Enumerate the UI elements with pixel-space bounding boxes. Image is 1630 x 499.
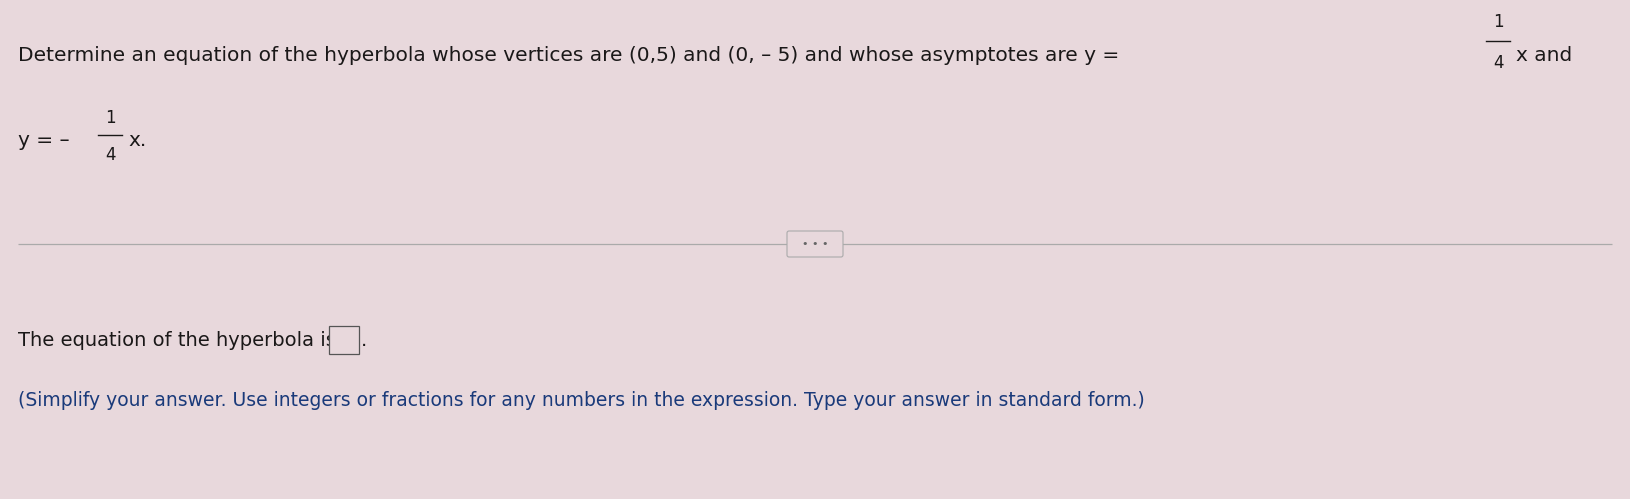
Text: y = –: y = – <box>18 131 70 150</box>
Text: x and: x and <box>1516 45 1573 64</box>
Text: x.: x. <box>129 131 147 150</box>
Text: Determine an equation of the hyperbola whose vertices are (0,5) and (0, – 5) and: Determine an equation of the hyperbola w… <box>18 45 1120 64</box>
Text: The equation of the hyperbola is: The equation of the hyperbola is <box>18 330 336 349</box>
Text: 4: 4 <box>1493 54 1503 72</box>
Text: 4: 4 <box>104 146 116 164</box>
Text: • • •: • • • <box>802 239 828 249</box>
Text: (Simplify your answer. Use integers or fractions for any numbers in the expressi: (Simplify your answer. Use integers or f… <box>18 391 1144 410</box>
Text: .: . <box>360 330 367 349</box>
FancyBboxPatch shape <box>329 326 359 354</box>
Text: 1: 1 <box>1493 13 1503 31</box>
Text: 1: 1 <box>104 109 116 127</box>
FancyBboxPatch shape <box>787 231 843 257</box>
